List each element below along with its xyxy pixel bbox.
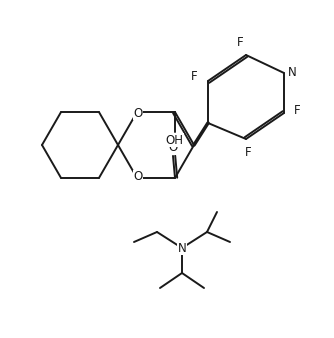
Text: O: O <box>133 106 143 120</box>
Text: N: N <box>288 67 296 79</box>
Text: F: F <box>245 145 251 159</box>
Text: O: O <box>168 141 178 154</box>
Text: F: F <box>191 71 197 83</box>
Text: OH: OH <box>165 134 183 147</box>
Text: O: O <box>133 170 143 184</box>
Text: F: F <box>294 104 300 118</box>
Text: N: N <box>178 241 186 255</box>
Text: F: F <box>237 35 243 48</box>
